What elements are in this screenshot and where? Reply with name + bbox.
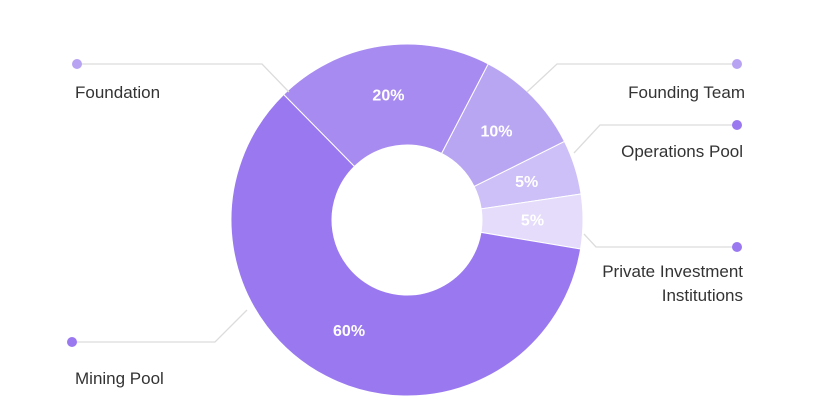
legend-dot <box>67 337 77 347</box>
legend-dot <box>732 120 742 130</box>
leader-line <box>573 124 737 154</box>
leader-line <box>583 233 737 248</box>
leader-line <box>72 309 248 343</box>
slice-value-label: 5% <box>515 174 538 191</box>
legend-label: Mining Pool <box>75 369 164 388</box>
legend-label: Private Investment <box>602 262 743 281</box>
legend-layer: Foundation Founding Team Operations Pool Pr… <box>67 59 745 388</box>
slice-value-label: 20% <box>372 87 404 104</box>
slices-layer <box>230 43 584 397</box>
legend-label: Foundation <box>75 83 160 102</box>
legend-dot <box>732 59 742 69</box>
slice-value-label: 10% <box>480 124 512 141</box>
leader-line <box>77 63 290 93</box>
slice-labels-layer: 20% 10% 5% 5% 60% <box>333 87 544 339</box>
legend-dot <box>732 242 742 252</box>
legend-label: Operations Pool <box>621 142 743 161</box>
leader-lines-layer <box>72 63 737 343</box>
leader-line <box>526 63 737 93</box>
slice-mining-pool[interactable] <box>230 93 582 397</box>
legend-label: Institutions <box>662 286 743 305</box>
slice-value-label: 60% <box>333 323 365 340</box>
legend-dot <box>72 59 82 69</box>
slice-value-label: 5% <box>521 213 544 230</box>
legend-label: Founding Team <box>628 83 745 102</box>
slice-foundation[interactable] <box>282 43 489 168</box>
